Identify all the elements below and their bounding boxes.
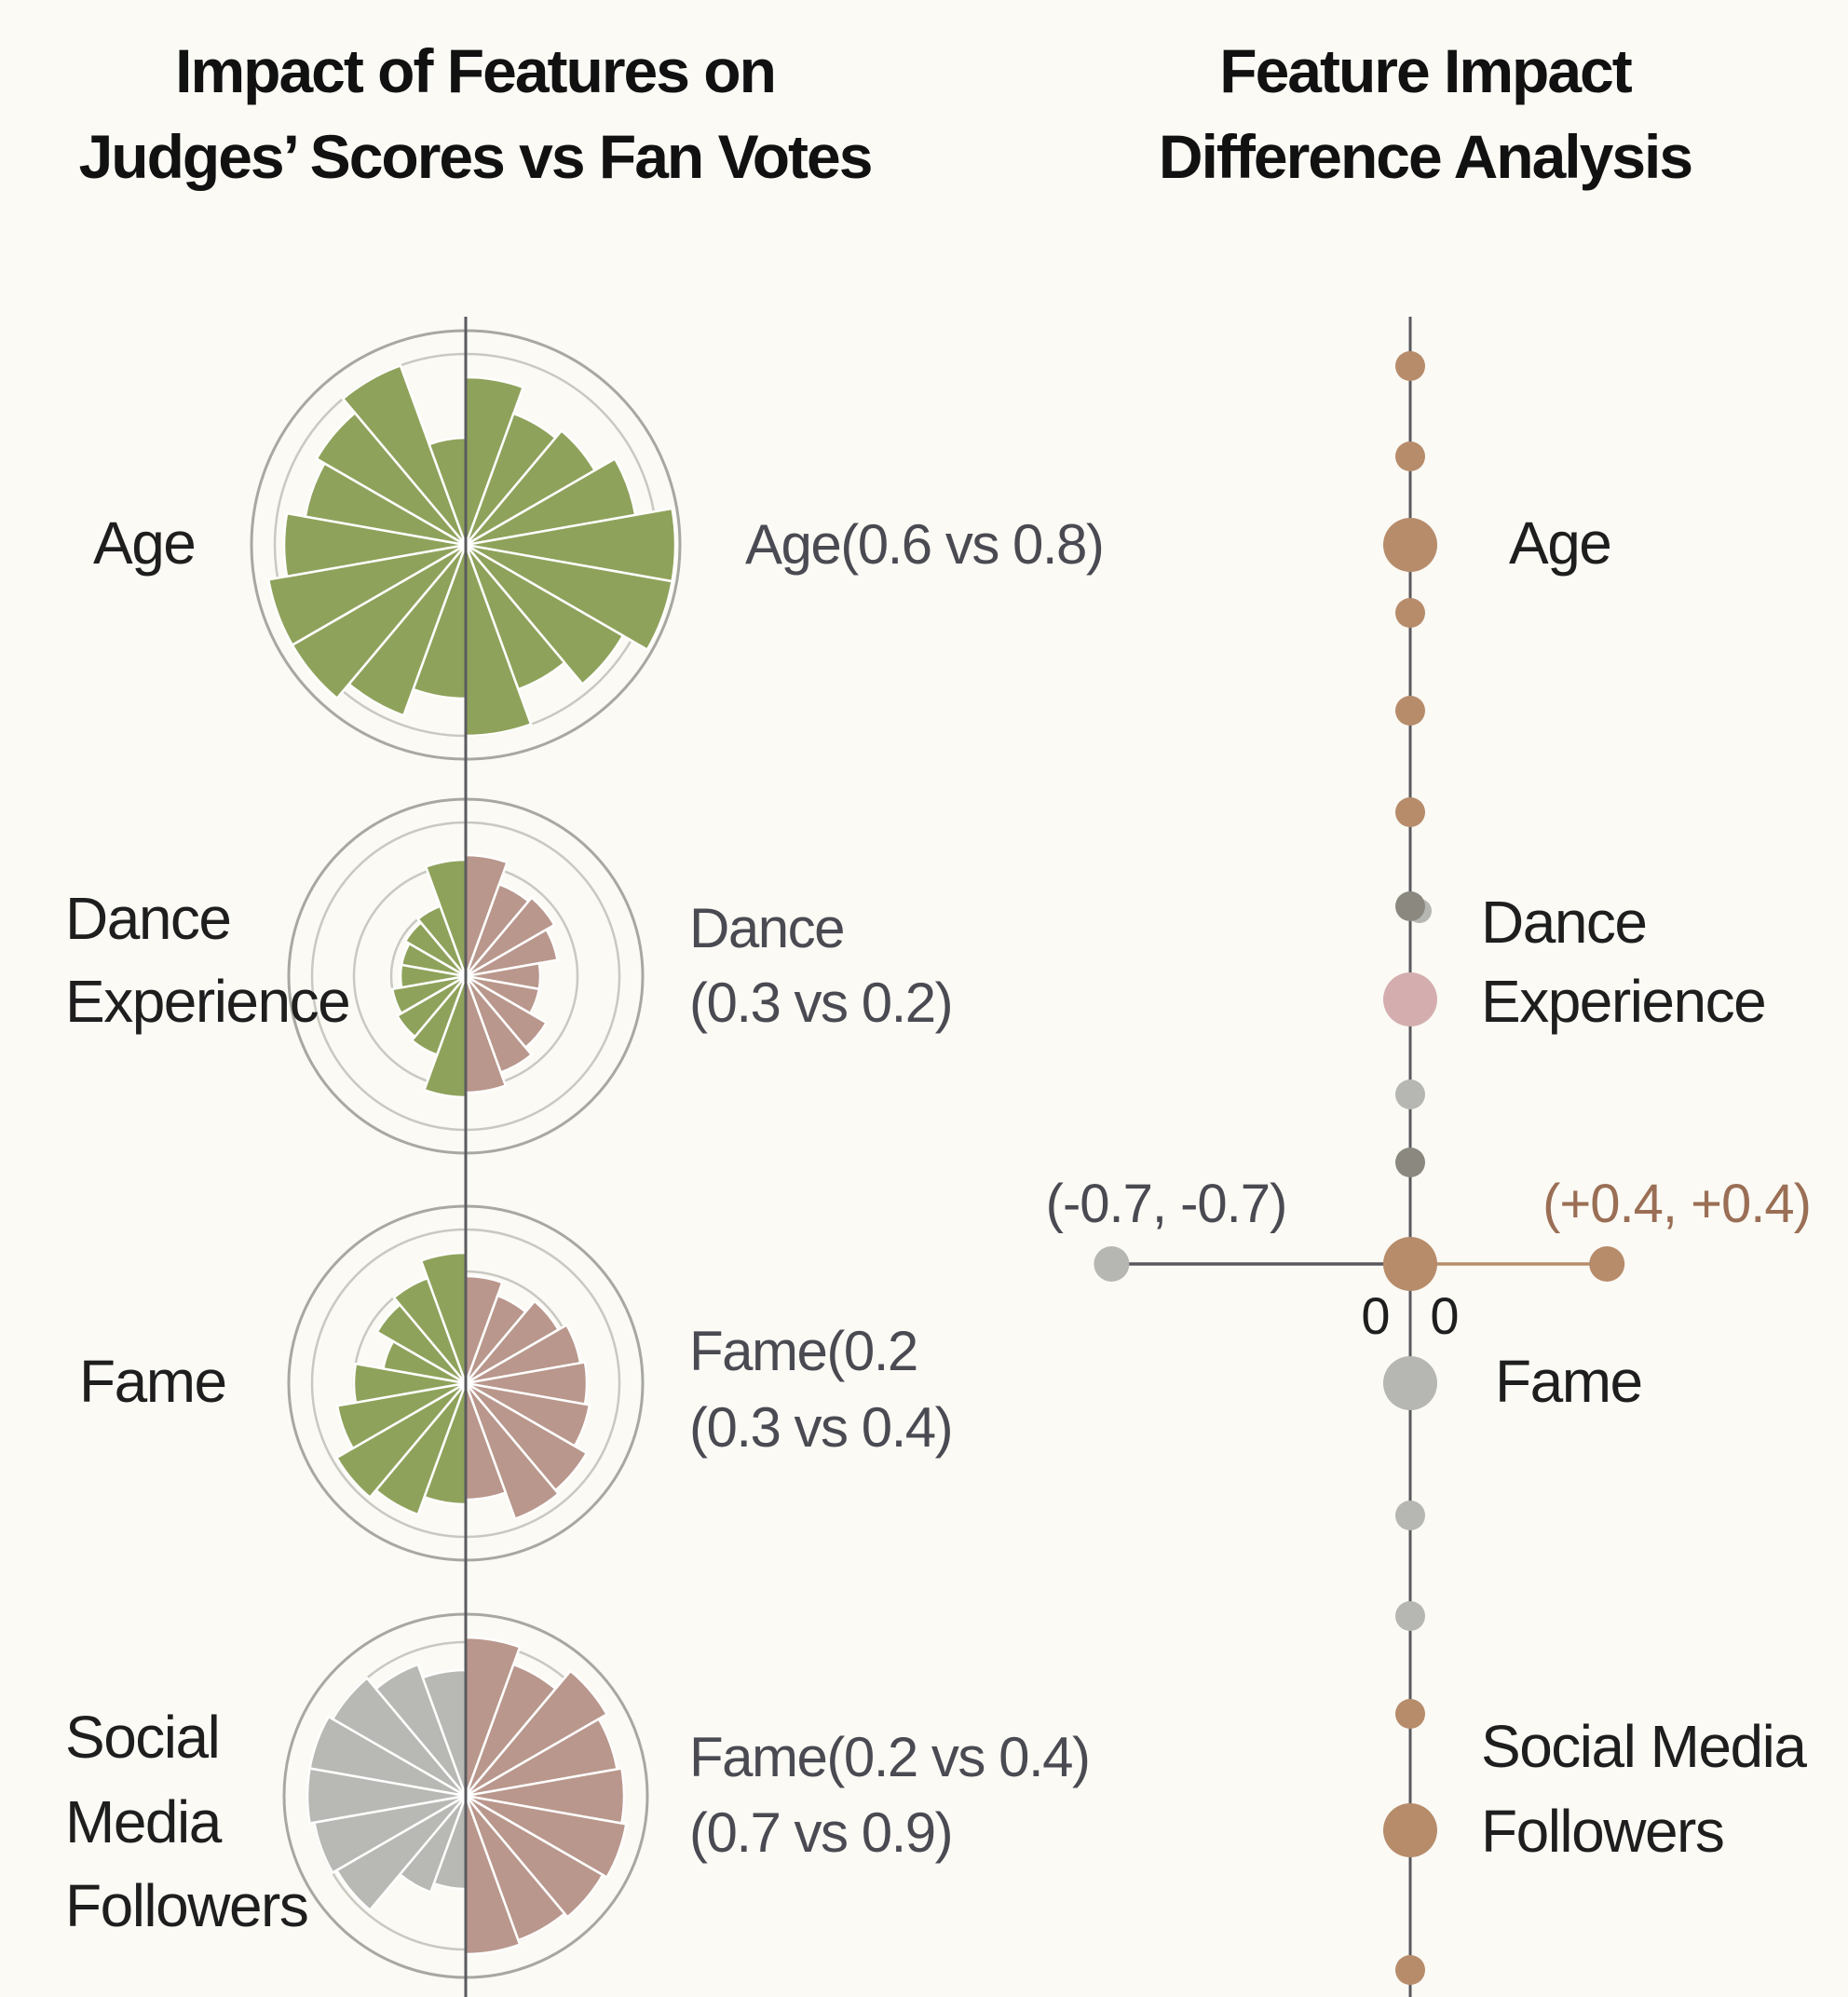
data-dot <box>1383 518 1437 572</box>
polar-chart-1: Age Age(0.6 vs 0.8) <box>93 329 1105 761</box>
left-title-line-1: Impact of Features on <box>175 36 777 105</box>
feature-annotation: Age(0.6 vs 0.8) <box>745 513 1103 576</box>
difference-feature-label: Followers <box>1481 1798 1723 1865</box>
polar-wedge <box>374 1663 468 1797</box>
polar-wedge <box>334 1381 467 1500</box>
polar-wedge <box>341 363 468 546</box>
polar-charts: Age Age(0.6 vs 0.8) Dance Experience Dance (0… <box>65 317 1105 1997</box>
data-dot <box>1383 1803 1437 1857</box>
feature-label: Social <box>65 1704 219 1771</box>
difference-feature-label: Fame <box>1495 1348 1642 1415</box>
polar-chart-2: Dance Experience Dance (0.3 vs 0.2) <box>65 797 954 1155</box>
data-dot <box>1395 1501 1425 1530</box>
polar-chart-4: Social Media Followers Fame(0.2 vs 0.4) (0.7… <box>65 1612 1091 1979</box>
right-title-line-2: Difference Analysis <box>1158 122 1693 191</box>
crossbar-left-label: (-0.7, -0.7) <box>1046 1174 1287 1234</box>
feature-label: Dance <box>65 885 231 952</box>
data-dot <box>1395 442 1425 471</box>
data-dot <box>1395 1080 1425 1109</box>
feature-label: Age <box>93 509 195 577</box>
data-dot <box>1395 696 1425 726</box>
crossbar-right-label: (+0.4, +0.4) <box>1542 1174 1811 1234</box>
left-chart-title: Impact of Features on Judges’ Scores vs … <box>19 28 931 199</box>
polar-wedge <box>464 1382 561 1521</box>
feature-annotation: (0.3 vs 0.4) <box>689 1396 952 1459</box>
right-title-line-1: Feature Impact <box>1219 36 1632 105</box>
feature-annotation: (0.7 vs 0.9) <box>689 1801 952 1864</box>
polar-wedge <box>465 543 625 686</box>
difference-feature-label: Dance <box>1481 889 1647 956</box>
polar-wedge <box>465 1669 609 1798</box>
feature-label: Experience <box>65 968 349 1035</box>
polar-wedge <box>266 543 467 647</box>
polar-wedge <box>390 974 467 1015</box>
feature-label: Fame <box>79 1348 226 1415</box>
right-chart-title: Feature Impact Difference Analysis <box>1043 28 1807 199</box>
polar-wedge <box>335 1381 467 1450</box>
feature-annotation: (0.3 vs 0.2) <box>689 971 952 1034</box>
feature-label: Media <box>65 1788 223 1855</box>
feature-annotation: Fame(0.2 vs 0.4) <box>689 1726 1090 1788</box>
data-dot <box>1395 797 1425 827</box>
left-title-line-2: Judges’ Scores vs Fan Votes <box>78 122 874 191</box>
data-dot <box>1395 351 1425 381</box>
polar-wedge <box>282 511 467 578</box>
difference-feature-label: Age <box>1509 509 1610 577</box>
data-dot <box>1395 1601 1425 1631</box>
polar-wedge <box>395 974 467 1039</box>
feature-annotation: Dance <box>689 897 844 959</box>
crossbar-origin-dot <box>1383 1237 1437 1291</box>
polar-wedge <box>308 1715 467 1798</box>
data-dot <box>1395 1148 1425 1177</box>
data-dot <box>1383 972 1437 1026</box>
feature-label: Followers <box>65 1872 307 1939</box>
difference-dot-chart: (-0.7, -0.7) (+0.4, +0.4) 0 0 Age Dance Experi… <box>1046 317 1812 1997</box>
data-dot <box>1395 1955 1425 1985</box>
polar-wedge <box>331 1676 467 1798</box>
data-dot <box>1383 1356 1437 1410</box>
difference-feature-label: Social Media <box>1481 1713 1807 1780</box>
polar-wedge <box>352 1362 467 1405</box>
polar-chart-3: Fame Fame(0.2 (0.3 vs 0.4) <box>79 1204 954 1562</box>
zero-label-left: 0 <box>1361 1286 1390 1345</box>
polar-wedge <box>465 928 559 978</box>
crossbar-positive-dot <box>1589 1246 1625 1282</box>
polar-wedge <box>465 543 674 652</box>
feature-annotation: Fame(0.2 <box>689 1320 917 1382</box>
polar-wedge <box>410 975 468 1057</box>
crossbar-negative-dot <box>1094 1246 1130 1282</box>
difference-feature-label: Experience <box>1481 968 1765 1035</box>
zero-label-right: 0 <box>1430 1286 1459 1345</box>
polar-wedge <box>465 1794 628 1880</box>
data-dot <box>1395 598 1425 628</box>
data-dot <box>1395 1699 1425 1729</box>
data-dot <box>1395 891 1425 921</box>
polar-wedge <box>465 895 557 978</box>
polar-wedge <box>465 1794 605 1919</box>
